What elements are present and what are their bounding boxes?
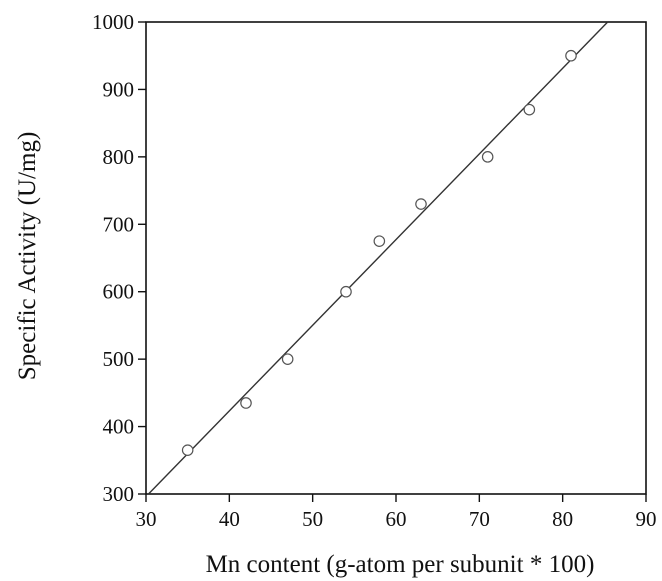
data-point — [373, 235, 386, 247]
data-points — [181, 49, 577, 456]
regression-line — [147, 21, 609, 495]
y-tick-label: 600 — [103, 280, 135, 304]
data-point — [565, 49, 577, 62]
data-point — [481, 151, 494, 163]
y-tick-label: 500 — [103, 347, 135, 371]
x-tick-label: 90 — [636, 507, 657, 531]
y-tick-label: 800 — [103, 145, 135, 169]
x-tick-label: 30 — [136, 507, 157, 531]
y-tick-label: 700 — [103, 212, 135, 236]
x-tick-label: 60 — [386, 507, 407, 531]
fit-line-layer — [147, 21, 609, 495]
x-axis-title: Mn content (g-atom per subunit * 100) — [206, 551, 595, 578]
data-point — [240, 397, 252, 409]
x-tick-label: 50 — [302, 507, 323, 531]
data-point — [340, 285, 352, 298]
x-tick-label: 80 — [552, 507, 573, 531]
x-axis: 30 40 50 60 70 80 90 — [136, 494, 657, 531]
x-tick-label: 70 — [469, 507, 490, 531]
plot-frame — [145, 21, 647, 495]
y-tick-label: 900 — [103, 77, 135, 101]
y-tick-label: 400 — [103, 415, 135, 439]
data-point — [281, 353, 294, 365]
y-axis-title: Specific Activity (U/mg) — [14, 132, 41, 381]
data-point — [181, 444, 194, 456]
y-tick-label: 300 — [103, 482, 135, 506]
plot-area-border — [145, 21, 647, 495]
data-point — [415, 198, 427, 210]
y-axis: 300 400 500 600 700 800 900 1000 — [92, 10, 146, 506]
y-tick-label: 1000 — [92, 10, 134, 34]
data-point — [523, 103, 536, 116]
x-tick-label: 40 — [219, 507, 240, 531]
